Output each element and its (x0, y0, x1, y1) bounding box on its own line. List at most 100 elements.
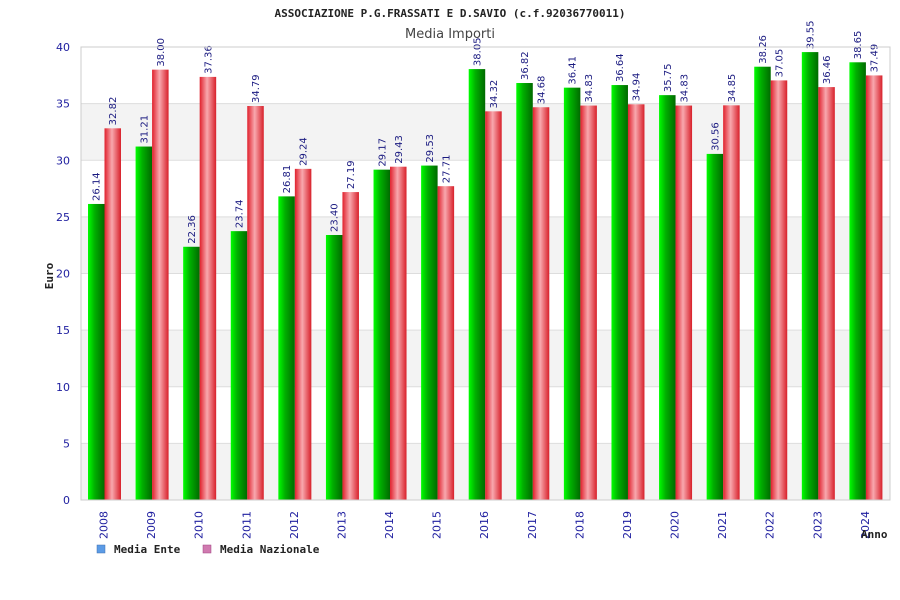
bar-media-nazionale-2016 (485, 111, 502, 501)
x-tick-label-2021: 2021 (716, 511, 729, 539)
axis-layer: 0 5 10 15 20 25 30 35 40 2008 2009 2010 2011 2012 2013… (56, 41, 891, 539)
bar-media-nazionale-2021 (723, 105, 740, 500)
data-label-media-ente-2020: 35.75 (663, 63, 674, 92)
bars-layer (88, 52, 883, 501)
bar-media-nazionale-2018 (580, 105, 597, 501)
bar-media-ente-2010 (183, 246, 200, 500)
x-tick-label-2014: 2014 (383, 511, 396, 539)
data-label-media-ente-2016: 38.05 (472, 37, 483, 66)
bar-media-ente-2020 (659, 95, 676, 500)
data-label-media-ente-2013: 23.40 (330, 203, 341, 232)
data-label-media-nazionale-2018: 34.83 (584, 74, 595, 103)
bar-media-ente-2015 (421, 165, 438, 500)
data-label-media-nazionale-2010: 37.36 (203, 45, 214, 74)
x-tick-label-2016: 2016 (478, 511, 491, 539)
data-label-media-nazionale-2009: 38.00 (156, 38, 167, 67)
data-label-media-nazionale-2019: 34.94 (632, 73, 643, 102)
x-tick-label-2018: 2018 (573, 511, 586, 539)
data-label-media-ente-2009: 31.21 (139, 115, 150, 144)
y-tick-label: 40 (56, 41, 70, 54)
bar-media-ente-2016 (468, 69, 486, 501)
data-label-media-ente-2015: 29.53 (425, 134, 436, 163)
data-label-media-nazionale-2011: 34.79 (251, 74, 262, 103)
bar-media-ente-2024 (849, 62, 866, 500)
bar-media-ente-2009 (135, 146, 153, 500)
bar-media-nazionale-2013 (342, 192, 359, 501)
data-label-media-ente-2022: 38.26 (758, 35, 769, 64)
chart-title: ASSOCIAZIONE P.G.FRASSATI E D.SAVIO (c.f… (275, 7, 626, 20)
data-label-media-ente-2012: 26.81 (282, 165, 293, 194)
data-label-media-ente-2023: 39.55 (806, 20, 817, 49)
data-label-media-nazionale-2012: 29.24 (299, 137, 310, 166)
y-tick-label: 35 (56, 98, 70, 111)
x-tick-label-2013: 2013 (335, 511, 348, 539)
legend-label-media-nazionale: Media Nazionale (220, 543, 320, 556)
y-tick-label: 15 (56, 324, 70, 337)
x-tick-label-2020: 2020 (669, 511, 682, 539)
chart-subtitle: Media Importi (405, 27, 495, 42)
y-tick-label: 0 (63, 494, 70, 507)
bar-media-ente-2023 (801, 52, 819, 500)
x-tick-label-2008: 2008 (98, 511, 111, 539)
data-label-media-ente-2008: 26.14 (92, 172, 103, 201)
data-label-media-ente-2021: 30.56 (710, 122, 721, 151)
data-label-media-nazionale-2015: 27.71 (441, 155, 452, 184)
bar-media-ente-2008 (88, 203, 105, 501)
bar-media-ente-2018 (563, 87, 581, 501)
data-labels-layer: 26.14 32.82 31.21 38.00 22.36 37.36 23.74 34.79… (92, 20, 881, 243)
bar-media-nazionale-2020 (675, 105, 693, 501)
data-label-media-nazionale-2021: 34.85 (727, 74, 738, 103)
x-tick-label-2024: 2024 (859, 511, 872, 539)
x-tick-label-2015: 2015 (431, 511, 444, 539)
x-tick-label-2011: 2011 (240, 511, 253, 539)
y-axis-label: Euro (43, 262, 56, 289)
data-label-media-nazionale-2017: 34.68 (537, 76, 548, 105)
bar-media-ente-2017 (516, 83, 533, 501)
bar-media-nazionale-2014 (390, 166, 407, 500)
data-label-media-nazionale-2014: 29.43 (394, 135, 405, 164)
legend-swatch-media-nazionale (202, 544, 212, 554)
bar-media-nazionale-2010 (199, 76, 217, 500)
bar-media-ente-2022 (754, 66, 771, 500)
data-label-media-nazionale-2023: 36.46 (822, 55, 833, 84)
data-label-media-ente-2024: 38.65 (853, 31, 864, 60)
x-tick-label-2017: 2017 (526, 511, 539, 539)
bar-media-nazionale-2023 (818, 87, 835, 500)
data-label-media-nazionale-2024: 37.49 (870, 44, 881, 73)
data-label-media-ente-2018: 36.41 (568, 56, 579, 85)
bar-media-nazionale-2022 (770, 80, 788, 500)
bar-media-ente-2019 (611, 85, 628, 500)
bar-media-nazionale-2012 (294, 168, 312, 500)
y-tick-label: 10 (56, 381, 70, 394)
y-tick-label: 30 (56, 154, 70, 167)
bar-media-nazionale-2008 (104, 128, 121, 500)
bar-media-ente-2012 (278, 196, 295, 500)
x-tick-label-2010: 2010 (193, 511, 206, 539)
data-label-media-ente-2011: 23.74 (235, 200, 246, 229)
x-tick-label-2022: 2022 (764, 511, 777, 539)
plot-border (80, 46, 891, 501)
y-tick-label: 25 (56, 211, 70, 224)
y-tick-label: 5 (63, 437, 70, 450)
data-label-media-ente-2014: 29.17 (377, 138, 388, 167)
bar-media-ente-2021 (706, 153, 724, 500)
bar-media-nazionale-2024 (865, 75, 883, 500)
bar-media-ente-2011 (230, 231, 248, 500)
bar-media-ente-2013 (325, 234, 343, 500)
x-axis-label: Anno (861, 528, 888, 541)
bar-media-nazionale-2017 (532, 107, 550, 501)
x-tick-label-2019: 2019 (621, 511, 634, 539)
data-label-media-ente-2019: 36.64 (615, 53, 626, 82)
data-label-media-nazionale-2013: 27.19 (346, 160, 357, 189)
data-label-media-nazionale-2020: 34.83 (679, 74, 690, 103)
bar-media-nazionale-2015 (437, 186, 455, 500)
data-label-media-ente-2010: 22.36 (187, 215, 198, 244)
bar-media-ente-2014 (373, 169, 391, 500)
bar-media-nazionale-2009 (152, 69, 169, 501)
data-label-media-nazionale-2022: 37.05 (774, 49, 785, 78)
x-tick-label-2009: 2009 (145, 511, 158, 539)
bar-media-nazionale-2019 (627, 104, 645, 500)
legend-label-media-ente: Media Ente (114, 543, 181, 556)
y-tick-label: 20 (56, 268, 70, 281)
